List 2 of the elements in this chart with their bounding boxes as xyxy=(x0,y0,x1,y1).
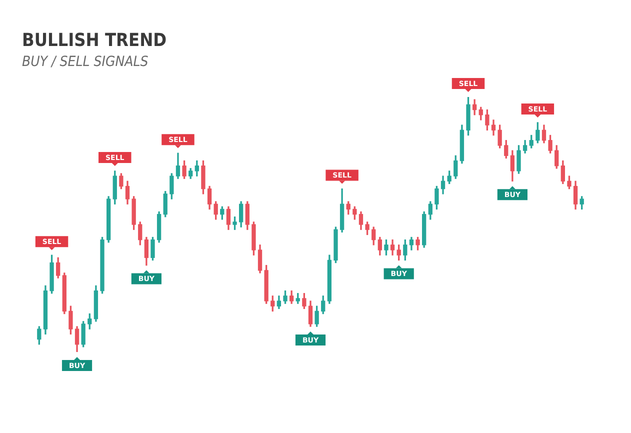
chart-subtitle: BUY / SELL SIGNALS xyxy=(22,54,148,70)
chart-title: BULLISH TREND xyxy=(22,30,167,51)
